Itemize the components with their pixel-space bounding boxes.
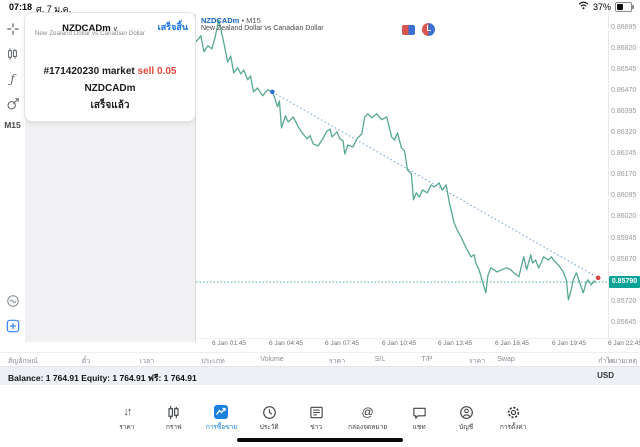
gear-icon <box>506 404 521 420</box>
account-icon <box>459 404 474 420</box>
tab-settings[interactable]: การตั้งค่า <box>498 404 528 440</box>
price-axis-label: 0.86320 <box>611 129 637 136</box>
price-axis-label: 0.85720 <box>611 298 637 305</box>
symbol-selector[interactable]: NZDCADm ∨ <box>25 18 155 36</box>
current-price-tag: 0.85790 <box>609 276 640 288</box>
order-line: #171420230 market sell 0.05 <box>43 66 177 77</box>
price-axis-separator <box>608 14 609 338</box>
symbol-description: New Zealand Dollar vs Canadian Dollar <box>34 30 146 37</box>
chart-tab-icon <box>166 404 181 420</box>
history-icon <box>262 404 277 420</box>
tab-news[interactable]: ข่าว <box>301 404 331 440</box>
price-axis-label: 0.86395 <box>611 108 637 115</box>
indicators-icon[interactable]: ƒ <box>10 72 15 86</box>
price-axis-label: 0.86245 <box>611 150 637 157</box>
column-header: สัญลักษณ์ <box>8 358 38 365</box>
crosshair-icon[interactable] <box>4 20 22 38</box>
price-axis-label: 0.86470 <box>611 87 637 94</box>
candlestick-style-icon[interactable] <box>4 45 22 63</box>
battery-percent: 37% <box>592 1 611 12</box>
account-summary-text: Balance: 1 764.91 Equity: 1 764.91 ฟรี: … <box>8 373 197 383</box>
column-header: T/P <box>421 356 433 363</box>
positions-table-header: สัญลักษณ์ ตั๋ว เวลา ประเภท Volume ราคา S/L T/P ร… <box>0 352 640 367</box>
price-axis-label: 0.86695 <box>611 24 637 31</box>
order-status: เสร็จแล้ว <box>90 100 130 111</box>
chart-canvas[interactable] <box>196 14 640 342</box>
tab-trade[interactable]: การซื้อขาย <box>206 404 237 440</box>
price-axis-label: 0.86020 <box>611 213 637 220</box>
time-axis-label: 6 Jan 22:45 <box>608 340 640 347</box>
account-currency: USD <box>597 371 614 380</box>
session-clock-icon[interactable] <box>422 23 435 36</box>
chart-description: New Zealand Dollar vs Canadian Dollar <box>201 25 324 32</box>
account-summary-bar: Balance: 1 764.91 Equity: 1 764.91 ฟรี: … <box>0 366 640 385</box>
price-axis-label: 0.86620 <box>611 45 637 52</box>
chart-title: NZDCADm • M15 <box>201 16 261 25</box>
price-axis-label: 0.85645 <box>611 319 637 326</box>
price-axis-label: 0.85945 <box>611 235 637 242</box>
chart-timeframe: M15 <box>246 16 261 25</box>
order-symbol: NZDCADm <box>84 83 136 94</box>
column-header: Volume <box>260 356 284 363</box>
time-axis-label: 6 Jan 10:45 <box>382 340 416 347</box>
status-date: ศ. 7 ม.ค. <box>36 4 72 14</box>
column-header: Swap <box>497 356 515 363</box>
chart-symbol: NZDCADm <box>201 16 240 25</box>
price-axis-label: 0.86095 <box>611 192 637 199</box>
column-header: เวลา <box>139 358 155 365</box>
trading-signal-icon[interactable] <box>4 292 22 310</box>
price-axis-label: 0.86545 <box>611 66 637 73</box>
time-axis-label: 6 Jan 07:45 <box>325 340 359 347</box>
time-axis-label: 6 Jan 16:45 <box>495 340 529 347</box>
column-header: หมายเหตุ <box>608 358 637 365</box>
chat-icon <box>412 404 427 420</box>
column-header: ประเภท <box>201 358 225 365</box>
column-header: ตั๋ว <box>81 358 91 365</box>
trade-confirmation-card: NZDCADm ∨ New Zealand Dollar vs Canadian … <box>24 12 196 122</box>
mailbox-icon: @ <box>361 405 374 419</box>
trade-tab-icon <box>213 404 229 420</box>
clock-time: 07:18 <box>9 2 33 12</box>
time-axis-label: 6 Jan 01:45 <box>212 340 246 347</box>
news-icon <box>309 404 324 420</box>
tab-quotes[interactable]: ↓↑ ราคา <box>119 406 135 431</box>
objects-icon[interactable] <box>4 95 22 113</box>
price-axis-label: 0.86170 <box>611 171 637 178</box>
trade-result-message: #171420230 market sell 0.05 NZDCADm เสร็… <box>25 63 195 114</box>
tab-history[interactable]: ประวัติ <box>254 404 284 440</box>
time-axis-label: 6 Jan 19:45 <box>552 340 586 347</box>
bottom-tab-bar: ↓↑ ราคา กราฟ การซื้อขาย ประวัติ ข่าว <box>0 400 640 440</box>
add-order-icon[interactable] <box>4 317 22 335</box>
symbol-name: NZDCADm <box>62 23 111 34</box>
status-right-cluster: 37% <box>578 1 634 12</box>
status-bar: 07:18 ศ. 7 ม.ค. 37% <box>0 0 640 14</box>
order-action: sell 0.05 <box>137 66 177 77</box>
timeframe-button[interactable]: M15 <box>4 120 21 130</box>
tab-chat[interactable]: แชท <box>404 404 434 440</box>
column-header: ราคา <box>468 358 486 365</box>
price-axis-label: 0.85870 <box>611 256 637 263</box>
wifi-icon <box>578 1 589 12</box>
tab-charts[interactable]: กราฟ <box>159 404 189 440</box>
home-indicator[interactable] <box>237 438 403 442</box>
chart-toolbar: ƒ M15 <box>0 14 25 342</box>
column-header: S/L <box>374 356 386 363</box>
positions-indicator-icon[interactable] <box>402 25 415 35</box>
battery-icon <box>615 1 634 12</box>
chevron-down-icon: ∨ <box>112 26 118 33</box>
plot-bottom-border <box>196 338 640 339</box>
tab-accounts[interactable]: บัญชี <box>451 404 481 440</box>
time-axis-label: 6 Jan 04:45 <box>269 340 303 347</box>
column-header: กำไร <box>598 358 614 365</box>
quotes-icon: ↓↑ <box>123 406 132 418</box>
column-header: ราคา <box>328 358 346 365</box>
time-axis-label: 6 Jan 13:45 <box>438 340 472 347</box>
tab-mailbox[interactable]: @ กล่องจดหมาย <box>348 405 388 431</box>
done-button[interactable]: เสร็จสิ้น <box>157 22 188 32</box>
